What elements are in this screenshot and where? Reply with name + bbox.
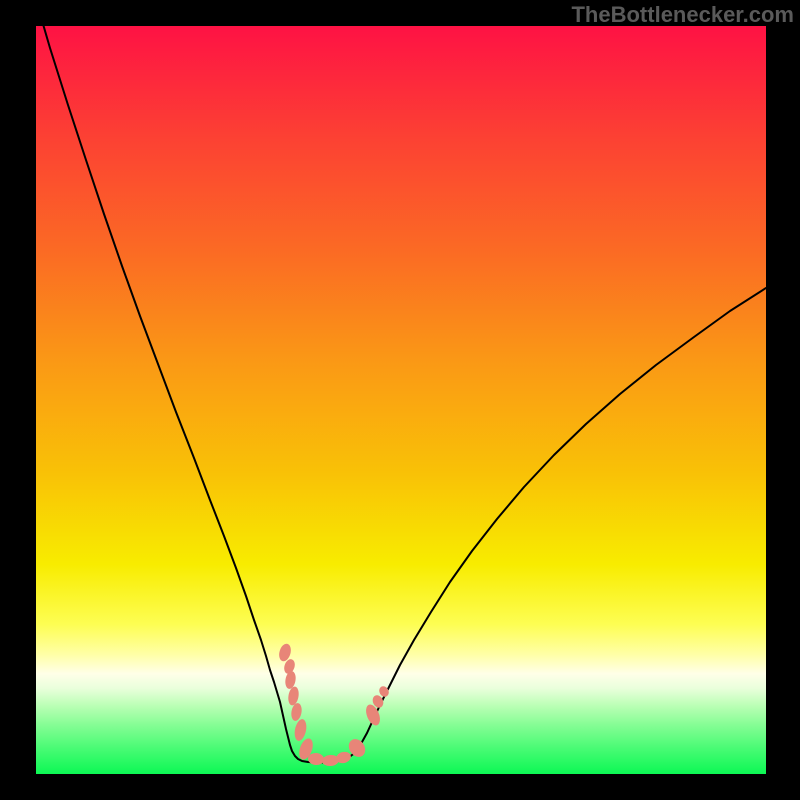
bottleneck-chart xyxy=(0,0,800,800)
watermark-label: TheBottlenecker.com xyxy=(571,2,794,28)
canvas: TheBottlenecker.com xyxy=(0,0,800,800)
